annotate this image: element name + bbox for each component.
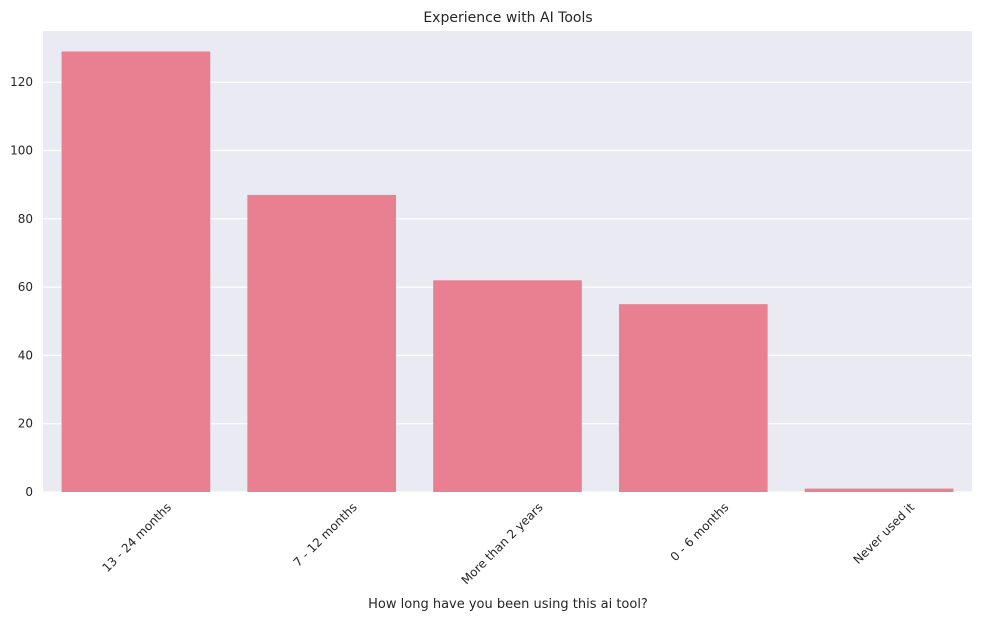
x-tick-label: Never used it bbox=[851, 500, 918, 567]
bars-group bbox=[61, 51, 954, 492]
y-tick-label: 120 bbox=[10, 75, 33, 89]
x-axis-ticks: 13 - 24 months 7 - 12 months More than 2 y… bbox=[99, 500, 917, 587]
y-axis-ticks: 0 20 40 60 80 100 120 bbox=[10, 75, 33, 499]
y-tick-label: 60 bbox=[18, 280, 33, 294]
x-axis-label: How long have you been using this ai too… bbox=[368, 597, 648, 612]
bar bbox=[61, 51, 211, 492]
x-tick-label: 7 - 12 months bbox=[291, 500, 360, 569]
y-tick-label: 80 bbox=[18, 212, 33, 226]
y-tick-label: 40 bbox=[18, 348, 33, 362]
bar bbox=[804, 488, 954, 492]
y-tick-label: 20 bbox=[18, 417, 33, 431]
bar bbox=[618, 304, 768, 492]
y-tick-label: 0 bbox=[25, 485, 33, 499]
x-tick-label: More than 2 years bbox=[459, 500, 546, 587]
x-tick-label: 13 - 24 months bbox=[99, 500, 174, 575]
bar bbox=[433, 280, 582, 492]
bar bbox=[247, 194, 397, 492]
x-tick-label: 0 - 6 months bbox=[668, 500, 732, 564]
chart-title: Experience with AI Tools bbox=[423, 10, 592, 26]
y-tick-label: 100 bbox=[10, 144, 33, 158]
